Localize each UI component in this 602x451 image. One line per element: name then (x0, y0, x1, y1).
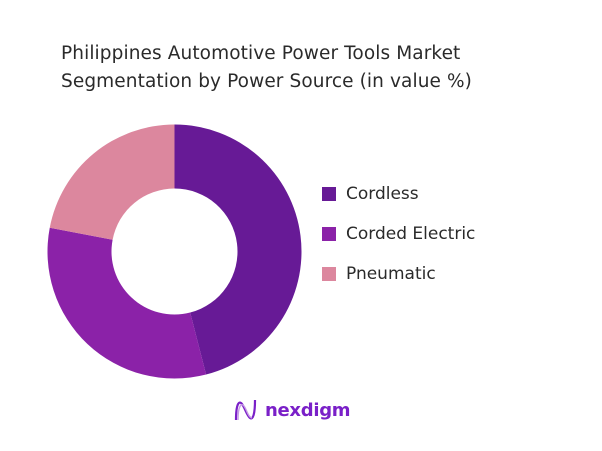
slice-cordless (174, 124, 302, 375)
nexdigm-wave-icon (234, 399, 257, 421)
slice-corded-electric (47, 227, 207, 379)
legend-item-cordless: Cordless (322, 174, 475, 214)
chart-title-line-1: Philippines Automotive Power Tools Marke… (61, 43, 461, 64)
legend-label-pneumatic: Pneumatic (346, 264, 436, 284)
legend-item-corded-electric: Corded Electric (322, 214, 475, 254)
slice-pneumatic (49, 124, 175, 240)
legend-swatch-pneumatic (322, 267, 336, 281)
legend-label-corded-electric: Corded Electric (346, 224, 476, 244)
legend-label-cordless: Cordless (346, 184, 419, 204)
legend: Cordless Corded Electric Pneumatic (322, 174, 475, 294)
chart-title: Philippines Automotive Power Tools Marke… (61, 40, 472, 96)
legend-swatch-cordless (322, 187, 336, 201)
chart-title-line-2: Segmentation by Power Source (in value %… (61, 71, 472, 92)
legend-item-pneumatic: Pneumatic (322, 254, 475, 294)
nexdigm-logo: nexdigm (233, 398, 351, 422)
legend-swatch-corded-electric (322, 227, 336, 241)
nexdigm-logo-text: nexdigm (265, 399, 351, 421)
